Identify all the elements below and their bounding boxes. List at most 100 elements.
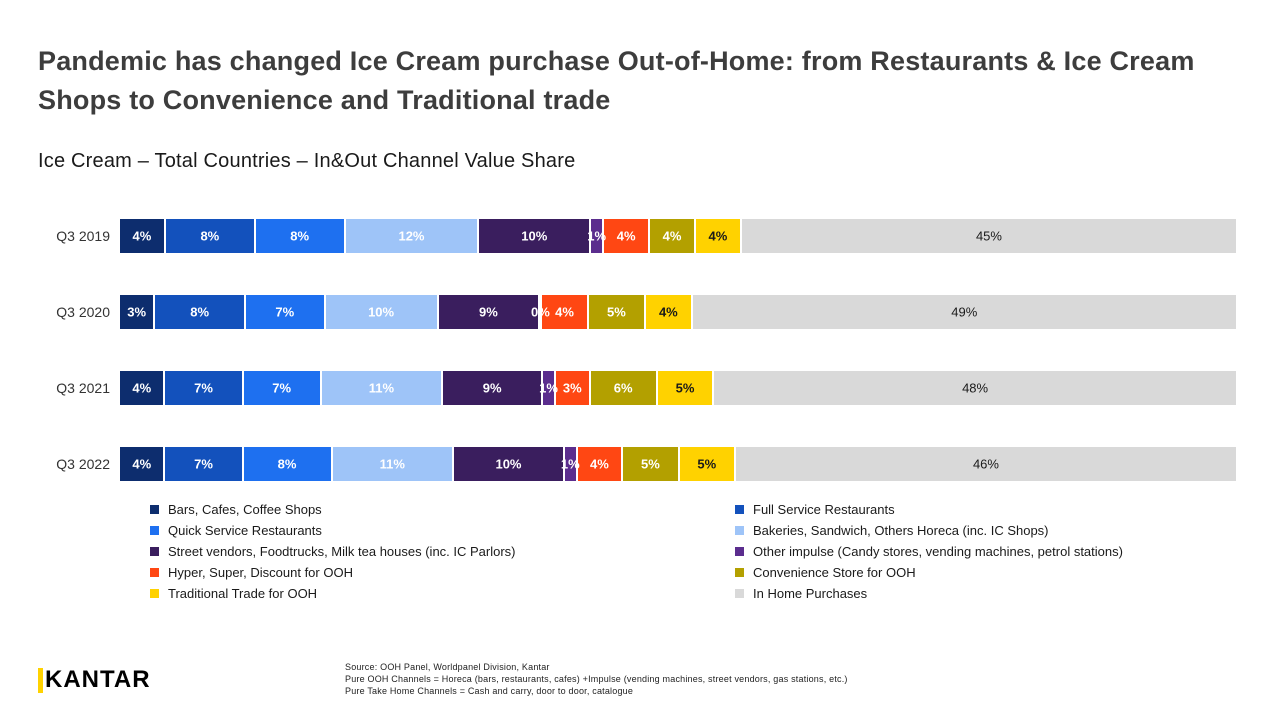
legend-swatch-icon — [735, 505, 744, 514]
bar-track: 4% 8% 8% 12% 10% 1% 4% 4% 4% 45% — [120, 219, 1237, 253]
legend-swatch-icon — [735, 589, 744, 598]
legend-swatch-icon — [150, 547, 159, 556]
bar-segment: 7% — [246, 295, 326, 329]
bar-segment: 4% — [542, 295, 589, 329]
bar-track: 3% 8% 7% 10% 9% 0% 4% 5% 4% 49% — [120, 295, 1236, 329]
bar-segment: 8% — [255, 219, 346, 253]
bar-segment: 1% — [561, 447, 580, 481]
logo-accent-bar — [38, 667, 43, 693]
bar-segment: 1% — [587, 219, 606, 253]
bar-segment: 6% — [590, 371, 658, 405]
legend-item: Traditional Trade for OOH — [150, 587, 735, 600]
segment-label: 10% — [495, 456, 522, 472]
bar-segment: 4% — [646, 295, 693, 329]
bar-segment: 45% — [741, 219, 1237, 253]
legend-label: Hyper, Super, Discount for OOH — [168, 565, 353, 580]
bar-row: Q3 2020 3% 8% 7% 10% 9% 0% 4% 5% 4% 49% — [38, 295, 1236, 329]
segment-label: 7% — [194, 456, 213, 472]
legend-label: In Home Purchases — [753, 586, 868, 601]
bar-segment: 7% — [165, 371, 244, 405]
legend: Bars, Cafes, Coffee Shops Quick Service R… — [150, 503, 1210, 608]
row-label: Q3 2022 — [56, 456, 110, 472]
bar-segment: 46% — [735, 447, 1236, 481]
bar-segment: 8% — [165, 219, 256, 253]
legend-label: Traditional Trade for OOH — [168, 586, 318, 601]
segment-label: 4% — [132, 380, 152, 396]
bar-segment: 48% — [714, 371, 1236, 405]
bar-row: Q3 2022 4% 7% 8% 11% 10% 1% 4% 5% 5% 46% — [38, 447, 1236, 481]
legend-swatch-icon — [150, 526, 159, 535]
segment-label: 48% — [962, 380, 989, 396]
legend-label: Bars, Cafes, Coffee Shops — [168, 502, 322, 517]
segment-label: 11% — [379, 456, 405, 472]
logo-text: KANTAR — [45, 666, 151, 693]
row-label: Q3 2021 — [56, 380, 110, 396]
segment-label: 8% — [277, 456, 297, 472]
bar-segment: 11% — [321, 371, 444, 405]
source-line: Pure Take Home Channels = Cash and carry… — [345, 686, 634, 696]
segment-label: 3% — [127, 304, 147, 320]
bar-track: 4% 7% 8% 11% 10% 1% 4% 5% 5% 46% — [120, 447, 1236, 481]
bar-segment: 0% — [531, 295, 550, 329]
segment-label: 4% — [662, 228, 682, 244]
legend-label: Bakeries, Sandwich, Others Horeca (inc. … — [753, 523, 1049, 538]
legend-item: Other impulse (Candy stores, vending mac… — [735, 545, 1123, 558]
bar-segment: 5% — [679, 447, 736, 481]
bar-segment: 8% — [155, 295, 246, 329]
segment-label: 8% — [290, 228, 310, 244]
bar-segment: 4% — [120, 219, 166, 253]
bar-segment: 5% — [623, 447, 680, 481]
segment-label: 8% — [190, 304, 210, 320]
legend-swatch-icon — [150, 505, 159, 514]
segment-label: 7% — [194, 380, 213, 396]
segment-label: 9% — [479, 304, 498, 320]
bar-segment: 1% — [539, 371, 558, 405]
source-line: Source: OOH Panel, Worldpanel Division, … — [345, 662, 550, 672]
bar-segment: 10% — [454, 447, 565, 481]
page-title: Pandemic has changed Ice Cream purchase … — [38, 46, 1195, 116]
segment-label: 3% — [562, 380, 582, 396]
segment-label: 4% — [658, 304, 678, 320]
legend-swatch-icon — [150, 568, 159, 577]
segment-label: 0% — [530, 304, 550, 320]
source-note: Source: OOH Panel, Worldpanel Division, … — [345, 661, 848, 697]
legend-item: Hyper, Super, Discount for OOH — [150, 566, 735, 579]
legend-item: Street vendors, Foodtrucks, Milk tea hou… — [150, 545, 735, 558]
bar-segment: 4% — [577, 447, 624, 481]
segment-label: 46% — [972, 456, 999, 472]
legend-item: Convenience Store for OOH — [735, 566, 1123, 579]
legend-label: Other impulse (Candy stores, vending mac… — [753, 544, 1123, 559]
legend-label: Street vendors, Foodtrucks, Milk tea hou… — [168, 544, 516, 559]
segment-label: 1% — [539, 380, 558, 396]
segment-label: 49% — [951, 304, 978, 320]
source-line: Pure OOH Channels = Horeca (bars, restau… — [345, 674, 848, 684]
legend-swatch-icon — [150, 589, 159, 598]
bar-segment: 10% — [325, 295, 439, 329]
segment-label: 9% — [482, 380, 502, 396]
legend-item: Bars, Cafes, Coffee Shops — [150, 503, 735, 516]
legend-item: Full Service Restaurants — [735, 503, 1123, 516]
bar-segment: 10% — [479, 219, 592, 253]
segment-label: 4% — [708, 228, 728, 244]
legend-swatch-icon — [735, 526, 744, 535]
segment-label: 4% — [132, 228, 152, 244]
bar-segment: 4% — [696, 219, 742, 253]
bar-segment: 4% — [650, 219, 696, 253]
segment-label: 5% — [607, 304, 626, 320]
segment-label: 5% — [675, 380, 695, 396]
bar-segment: 4% — [120, 371, 166, 405]
bar-segment: 11% — [332, 447, 455, 481]
segment-label: 4% — [590, 456, 609, 472]
segment-label: 12% — [398, 228, 425, 244]
bar-segment: 9% — [438, 295, 541, 329]
legend-label: Full Service Restaurants — [753, 502, 895, 517]
legend-label: Convenience Store for OOH — [753, 565, 916, 580]
legend-item: Bakeries, Sandwich, Others Horeca (inc. … — [735, 524, 1123, 537]
segment-label: 7% — [275, 304, 295, 320]
bar-segment: 4% — [120, 447, 166, 481]
bar-segment: 12% — [345, 219, 480, 253]
segment-label: 4% — [555, 304, 574, 320]
bar-segment: 4% — [604, 219, 651, 253]
bar-segment: 3% — [555, 371, 591, 405]
